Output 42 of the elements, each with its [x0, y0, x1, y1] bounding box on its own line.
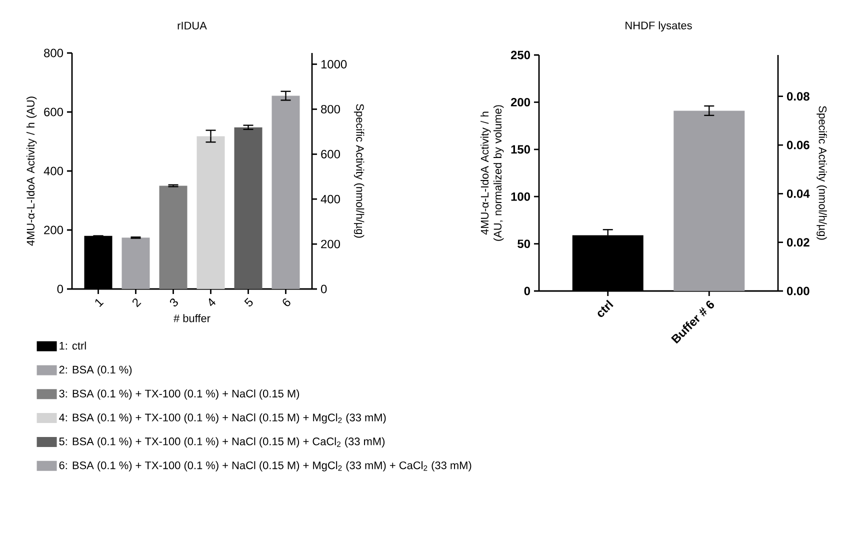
y2-tick-label: 600 — [321, 150, 340, 158]
x-axis-title: # buffer — [174, 314, 210, 322]
x-tick-label: 4 — [208, 298, 216, 306]
legend-label: 2: BSA (0.1 %) — [59, 365, 132, 376]
y-tick-label: 150 — [511, 145, 530, 154]
y-tick-label: 400 — [44, 166, 64, 176]
y-tick-label: 100 — [511, 192, 530, 201]
y-tick-label: 250 — [510, 50, 530, 60]
y2-tick-label: 400 — [320, 194, 340, 204]
y-axis-title: 4MU-α-L-IdoA Activity / h (AU, normalized by volume) — [480, 105, 504, 241]
y2-tick-label: 0.08 — [787, 92, 810, 101]
y-tick-label: 200 — [510, 98, 530, 106]
y2-tick-label: 1000 — [321, 60, 347, 68]
y-tick-label: 50 — [518, 240, 530, 248]
y-tick-label: 0 — [57, 284, 64, 294]
x-tick-label: 6 — [282, 298, 290, 306]
x-tick-label: 2 — [132, 298, 142, 308]
y2-tick-label: 200 — [321, 240, 340, 248]
y2-tick-label: 0.04 — [787, 189, 810, 198]
legend-label: 6: BSA (0.1 %) + TX-100 (0.1 %) + NaCl (0.15 M) + MgCl$_{2}$ (33 mM) + CaCl$_{2}$ (33 mM) — [59, 461, 472, 472]
legend-label: 3: BSA (0.1 %) + TX-100 (0.1 %) + NaCl (0.15 M) — [59, 389, 300, 400]
y2-tick-label: 0.06 — [787, 140, 810, 150]
chart-title: NHDF lysates — [626, 21, 692, 32]
y-tick-label: 800 — [44, 48, 64, 58]
y-tick-label: 200 — [44, 226, 64, 234]
y2-tick-label: 800 — [321, 104, 340, 114]
y2-axis-title: Specific Activity (nmol/h/µg) — [354, 104, 364, 238]
y-tick-label: 600 — [44, 108, 64, 116]
legend-label: 4: BSA (0.1 %) + TX-100 (0.1 %) + NaCl (0.15 M) + MgCl$_{2}$ (33 mM) — [59, 413, 386, 424]
y2-axis-title: Specific Activity (nmol/h/µg) — [816, 106, 827, 240]
chart-title: rIDUA — [178, 22, 207, 30]
y2-tick-label: 0.02 — [787, 238, 810, 247]
y2-tick-label: 0.00 — [787, 286, 810, 296]
y2-tick-label: 0 — [320, 284, 327, 294]
y-axis-title: 4MU-α-L-IdoA Activity / h (AU) — [26, 96, 37, 246]
legend-label: 5: BSA (0.1 %) + TX-100 (0.1 %) + NaCl (0.15 M) + CaCl$_{2}$ (33 mM) — [59, 437, 385, 448]
y-tick-label: 0 — [524, 286, 530, 296]
x-tick-label: 3 — [170, 298, 178, 306]
legend-label: 1: ctrl — [60, 342, 86, 350]
x-tick-label: ctrl — [598, 300, 614, 317]
x-tick-label: 1 — [95, 298, 104, 307]
x-tick-label: 5 — [244, 298, 253, 306]
